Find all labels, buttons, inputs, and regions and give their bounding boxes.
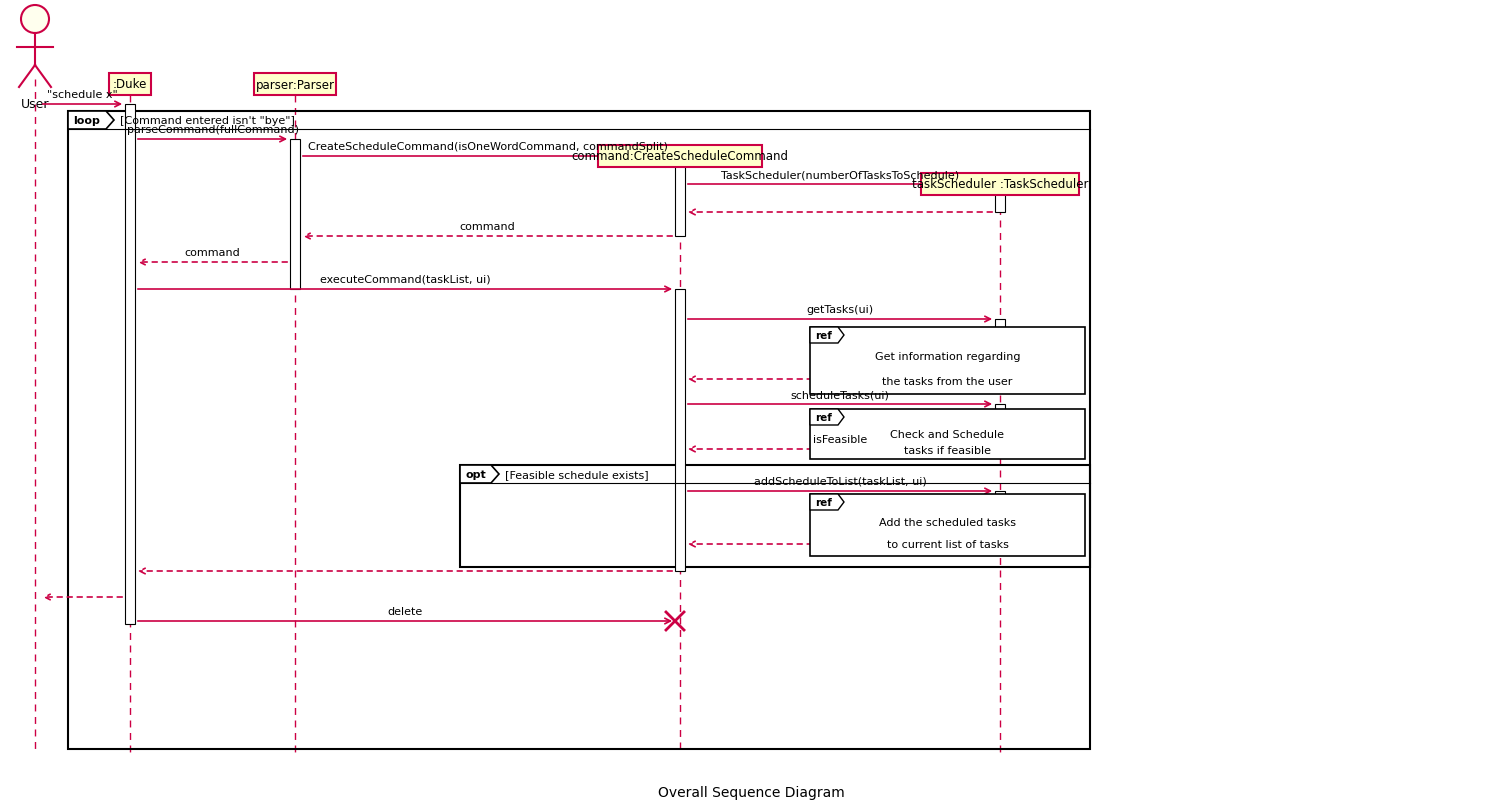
Polygon shape (810, 495, 844, 510)
Text: addScheduleToList(taskList, ui): addScheduleToList(taskList, ui) (754, 476, 927, 487)
Bar (810, 328, 1084, 394)
Bar (994, 185, 1005, 212)
Text: parser:Parser: parser:Parser (255, 79, 335, 92)
Text: TaskScheduler(numberOfTasksToSchedule): TaskScheduler(numberOfTasksToSchedule) (721, 169, 960, 180)
Text: parseCommand(fullCommand): parseCommand(fullCommand) (126, 125, 299, 135)
Text: opt: opt (466, 470, 485, 479)
Bar (254, 74, 336, 96)
Text: getTasks(ui): getTasks(ui) (807, 305, 874, 315)
Text: isFeasible: isFeasible (813, 435, 867, 444)
Text: command: command (460, 221, 515, 232)
Text: taskScheduler :TaskScheduler: taskScheduler :TaskScheduler (912, 178, 1089, 191)
Text: [Feasible schedule exists]: [Feasible schedule exists] (505, 470, 649, 479)
Text: loop: loop (74, 116, 101, 126)
Polygon shape (460, 466, 499, 483)
Text: Check and Schedule: Check and Schedule (891, 429, 1005, 439)
Text: CreateScheduleCommand(isOneWordCommand, commandSplit): CreateScheduleCommand(isOneWordCommand, … (308, 142, 667, 152)
Text: ref: ref (816, 331, 832, 341)
Bar (68, 112, 1090, 749)
Bar (460, 466, 1090, 568)
Text: scheduleTasks(ui): scheduleTasks(ui) (790, 389, 889, 400)
Text: command: command (185, 247, 240, 258)
Text: Overall Sequence Diagram: Overall Sequence Diagram (658, 785, 844, 799)
Text: "schedule x": "schedule x" (47, 90, 117, 100)
Bar (598, 146, 762, 168)
Bar (810, 495, 1084, 556)
Text: to current list of tasks: to current list of tasks (886, 540, 1008, 550)
Bar (994, 320, 1005, 380)
Text: Add the scheduled tasks: Add the scheduled tasks (879, 517, 1015, 527)
Bar (290, 139, 300, 290)
Polygon shape (810, 410, 844, 426)
Bar (110, 74, 150, 96)
Bar (674, 290, 685, 571)
Text: the tasks from the user: the tasks from the user (882, 377, 1012, 387)
Bar (994, 491, 1005, 544)
Text: delete: delete (388, 607, 422, 616)
Text: command:CreateScheduleCommand: command:CreateScheduleCommand (571, 150, 789, 163)
Bar (994, 405, 1005, 449)
Bar (921, 174, 1080, 195)
Text: User: User (21, 98, 50, 111)
Text: Get information regarding: Get information regarding (874, 351, 1020, 362)
Text: ref: ref (816, 497, 832, 508)
Text: executeCommand(taskList, ui): executeCommand(taskList, ui) (320, 275, 490, 285)
Bar (125, 105, 135, 624)
Polygon shape (68, 112, 114, 130)
Bar (674, 157, 685, 237)
Circle shape (21, 6, 50, 34)
Bar (810, 410, 1084, 460)
Text: :Duke: :Duke (113, 79, 147, 92)
Text: ref: ref (816, 413, 832, 423)
Polygon shape (810, 328, 844, 344)
Text: [Command entered isn't "bye"]: [Command entered isn't "bye"] (120, 116, 294, 126)
Text: tasks if feasible: tasks if feasible (904, 446, 991, 456)
